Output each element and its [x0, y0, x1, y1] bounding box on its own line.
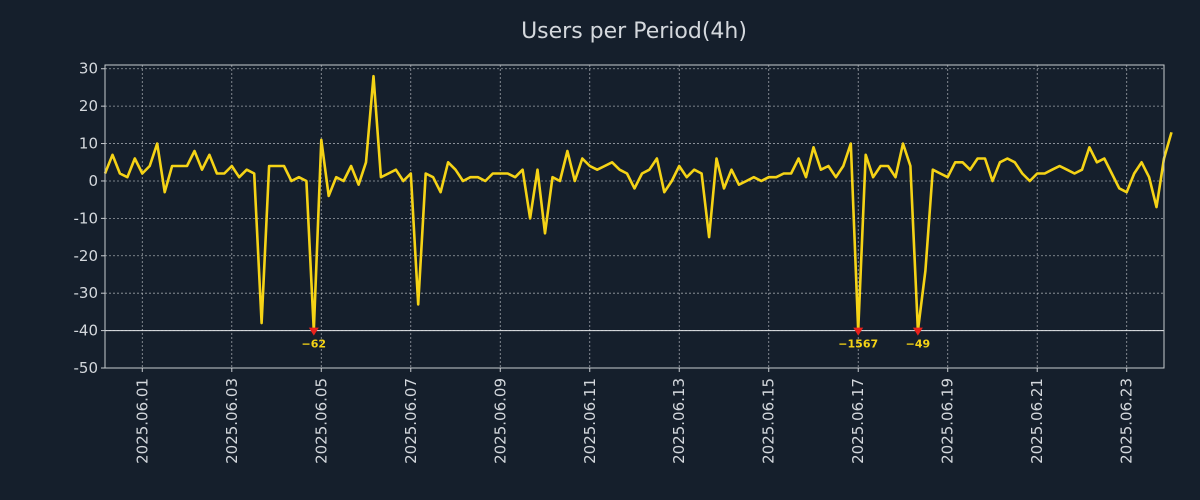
grid-lines	[105, 65, 1164, 369]
series-layer	[103, 74, 1173, 332]
x-tick-label: 2025.06.03	[223, 378, 241, 464]
x-tick-label: 2025.06.23	[1118, 378, 1136, 464]
clipped-markers: −62 −1567 −49	[302, 327, 931, 351]
x-tick-label: 2025.06.01	[133, 378, 151, 464]
clipped-point-marker	[853, 327, 864, 336]
y-tick-label: -40	[74, 322, 99, 340]
y-tick-label: 20	[79, 97, 98, 115]
clipped-point-marker	[912, 327, 923, 336]
x-tick-label: 2025.06.15	[760, 378, 778, 464]
clipped-value-label: −1567	[838, 338, 878, 351]
x-tick-label: 2025.06.17	[849, 378, 867, 464]
y-tick-label: -30	[74, 284, 99, 302]
y-tick-label: -20	[74, 247, 99, 265]
y-tick-label: 0	[88, 172, 98, 190]
x-tick-label: 2025.06.13	[670, 378, 688, 464]
y-axis: 30 20 10 0 -10 -20 -30 -40 -50	[74, 60, 105, 377]
x-axis: 2025.06.01 2025.06.03 2025.06.05 2025.06.07…	[133, 368, 1136, 464]
x-tick-label: 2025.06.21	[1028, 378, 1046, 464]
x-tick-label: 2025.06.09	[491, 378, 509, 464]
clipped-value-label: −62	[302, 338, 327, 351]
x-tick-label: 2025.06.07	[402, 378, 420, 464]
y-tick-label: 30	[79, 60, 98, 78]
plot-frame	[104, 64, 1165, 369]
clipped-value-label: −49	[906, 338, 931, 351]
x-tick-label: 2025.06.05	[312, 378, 330, 464]
y-tick-label: -10	[74, 209, 99, 227]
x-tick-label: 2025.06.11	[581, 378, 599, 464]
x-tick-label: 2025.06.19	[939, 378, 957, 464]
y-tick-label: -50	[74, 359, 99, 377]
clipped-point-marker	[308, 327, 319, 336]
chart-title: Users per Period(4h)	[521, 19, 747, 44]
y-tick-label: 10	[79, 135, 98, 153]
series-line	[103, 74, 1173, 332]
